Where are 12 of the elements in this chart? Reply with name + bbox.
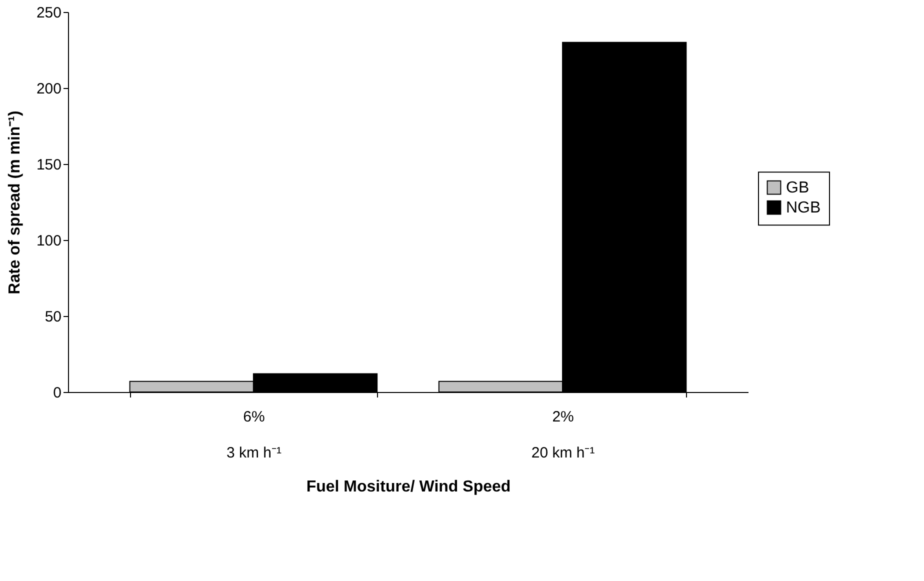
y-tick-label: 0 bbox=[53, 384, 62, 402]
category-label: 2% 20 km h⁻¹ bbox=[531, 408, 595, 462]
y-axis-title: Rate of spread (m min⁻¹) bbox=[6, 110, 24, 294]
category-label: 6% 3 km h⁻¹ bbox=[226, 408, 282, 462]
y-tick-label: 50 bbox=[44, 308, 62, 326]
y-tick-label: 250 bbox=[36, 4, 62, 22]
legend-label: NGB bbox=[786, 200, 821, 217]
y-tick-label: 150 bbox=[36, 156, 62, 174]
x-axis-title: Fuel Mositure/ Wind Speed bbox=[306, 478, 511, 496]
legend-label: GB bbox=[786, 180, 810, 197]
y-tick-label: 200 bbox=[36, 80, 62, 98]
y-tick-label: 100 bbox=[36, 232, 62, 250]
